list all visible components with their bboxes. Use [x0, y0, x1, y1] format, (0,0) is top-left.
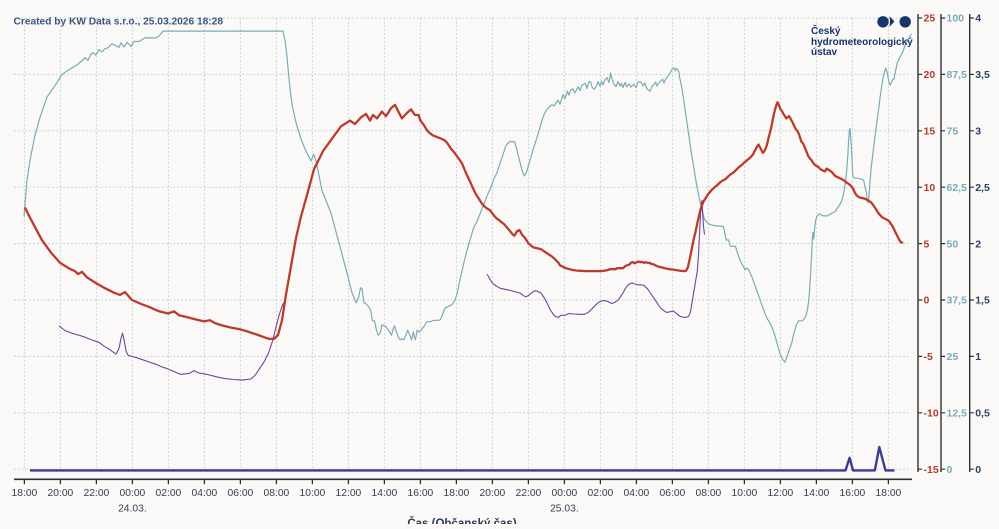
svg-text:87,5: 87,5 — [947, 69, 968, 81]
svg-text:16:00: 16:00 — [840, 488, 866, 499]
svg-text:50: 50 — [947, 238, 959, 250]
svg-text:08:00: 08:00 — [264, 488, 290, 499]
svg-text:02:00: 02:00 — [156, 488, 182, 499]
svg-text:06:00: 06:00 — [660, 488, 686, 499]
svg-text:1: 1 — [975, 351, 981, 363]
svg-text:04:00: 04:00 — [624, 488, 650, 499]
svg-text:00:00: 00:00 — [552, 488, 578, 499]
svg-text:22:00: 22:00 — [84, 488, 110, 499]
svg-text:20: 20 — [924, 69, 936, 81]
svg-text:20:00: 20:00 — [480, 488, 506, 499]
svg-text:25.03.: 25.03. — [550, 504, 579, 515]
svg-text:0: 0 — [975, 464, 981, 476]
svg-text:0,5: 0,5 — [975, 408, 990, 420]
svg-text:1,5: 1,5 — [975, 295, 990, 307]
svg-text:14:00: 14:00 — [804, 488, 830, 499]
svg-text:hydrometeorologický: hydrometeorologický — [811, 37, 913, 48]
svg-text:15: 15 — [924, 126, 936, 138]
svg-text:16:00: 16:00 — [408, 488, 434, 499]
svg-text:10: 10 — [924, 182, 936, 194]
svg-text:3: 3 — [975, 126, 981, 138]
svg-text:10:00: 10:00 — [300, 488, 326, 499]
svg-text:ústav: ústav — [811, 47, 838, 58]
svg-text:12,5: 12,5 — [947, 408, 968, 420]
svg-text:-5: -5 — [924, 351, 933, 363]
svg-text:Čas (Občanský čas): Čas (Občanský čas) — [407, 517, 516, 524]
svg-text:75: 75 — [947, 126, 959, 138]
svg-text:0: 0 — [924, 295, 930, 307]
svg-text:10:00: 10:00 — [732, 488, 758, 499]
svg-text:12:00: 12:00 — [336, 488, 362, 499]
svg-text:06:00: 06:00 — [228, 488, 254, 499]
svg-text:18:00: 18:00 — [444, 488, 470, 499]
svg-text:22:00: 22:00 — [516, 488, 542, 499]
svg-text:02:00: 02:00 — [588, 488, 614, 499]
svg-text:20:00: 20:00 — [48, 488, 74, 499]
svg-text:37,5: 37,5 — [947, 295, 968, 307]
svg-text:04:00: 04:00 — [192, 488, 218, 499]
svg-text:25: 25 — [947, 351, 959, 363]
svg-text:5: 5 — [924, 238, 930, 250]
svg-text:4: 4 — [975, 13, 981, 25]
svg-text:14:00: 14:00 — [372, 488, 398, 499]
svg-text:18:00: 18:00 — [12, 488, 38, 499]
svg-text:25: 25 — [924, 13, 936, 25]
svg-text:2: 2 — [975, 238, 981, 250]
svg-text:08:00: 08:00 — [696, 488, 722, 499]
svg-text:18:00: 18:00 — [876, 488, 902, 499]
svg-text:24.03.: 24.03. — [118, 504, 147, 515]
svg-text:00:00: 00:00 — [120, 488, 146, 499]
svg-text:-15: -15 — [924, 464, 939, 476]
svg-text:12:00: 12:00 — [768, 488, 794, 499]
svg-text:-10: -10 — [924, 408, 939, 420]
svg-text:Created by KW Data s.r.o., 25.: Created by KW Data s.r.o., 25.03.2026 18… — [14, 17, 224, 28]
svg-text:Český: Český — [811, 24, 841, 37]
svg-text:100: 100 — [947, 13, 965, 25]
svg-text:3,5: 3,5 — [975, 69, 990, 81]
svg-text:62,5: 62,5 — [947, 182, 968, 194]
svg-text:2,5: 2,5 — [975, 182, 990, 194]
svg-text:0: 0 — [947, 464, 953, 476]
